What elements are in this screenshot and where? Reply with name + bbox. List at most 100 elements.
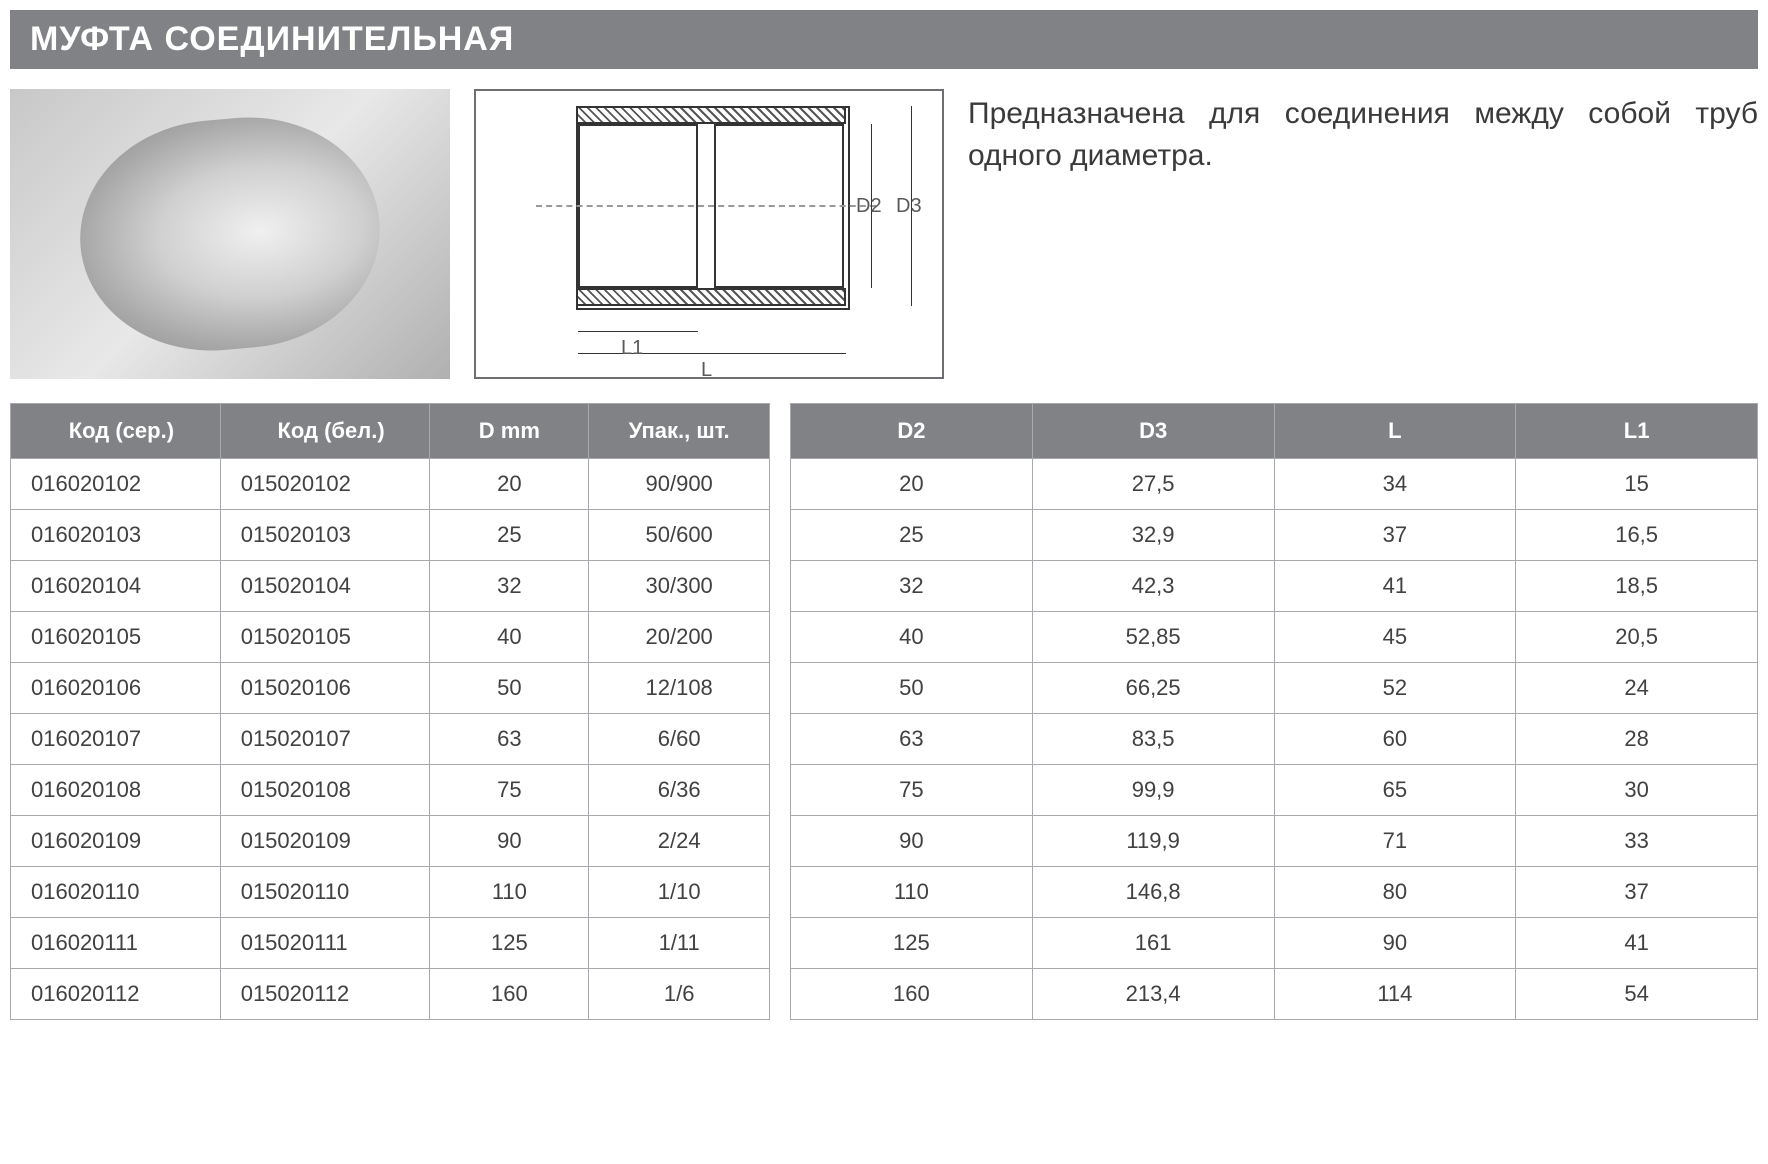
table-cell: 41 <box>1274 561 1516 612</box>
table-row: 1251619041 <box>791 918 1758 969</box>
table-row: 5066,255224 <box>791 663 1758 714</box>
table-header: Код (сер.) <box>11 404 221 459</box>
table-cell: 90 <box>791 816 1033 867</box>
table-row: 0160201100150201101101/10 <box>11 867 770 918</box>
table-header: L1 <box>1516 404 1758 459</box>
table-cell: 52 <box>1274 663 1516 714</box>
spec-table-right: D2D3LL1 2027,534152532,93716,53242,34118… <box>790 403 1758 1020</box>
table-cell: 20 <box>791 459 1033 510</box>
table-cell: 016020111 <box>11 918 221 969</box>
table-row: 2027,53415 <box>791 459 1758 510</box>
table-cell: 6/36 <box>589 765 770 816</box>
table-cell: 83,5 <box>1032 714 1274 765</box>
table-cell: 37 <box>1274 510 1516 561</box>
table-cell: 75 <box>430 765 589 816</box>
table-row: 016020108015020108756/36 <box>11 765 770 816</box>
table-cell: 99,9 <box>1032 765 1274 816</box>
table-cell: 42,3 <box>1032 561 1274 612</box>
table-row: 0160201050150201054020/200 <box>11 612 770 663</box>
table-cell: 12/108 <box>589 663 770 714</box>
table-cell: 45 <box>1274 612 1516 663</box>
table-row: 3242,34118,5 <box>791 561 1758 612</box>
table-cell: 016020106 <box>11 663 221 714</box>
table-cell: 125 <box>791 918 1033 969</box>
table-cell: 28 <box>1516 714 1758 765</box>
table-cell: 1/11 <box>589 918 770 969</box>
table-cell: 65 <box>1274 765 1516 816</box>
table-row: 0160201040150201043230/300 <box>11 561 770 612</box>
top-row: D2 D3 L1 L Предназначена для соединения … <box>10 89 1758 379</box>
table-cell: 015020110 <box>220 867 430 918</box>
table-cell: 146,8 <box>1032 867 1274 918</box>
tables-row: Код (сер.)Код (бел.)D mmУпак., шт. 01602… <box>10 403 1758 1020</box>
table-cell: 016020102 <box>11 459 221 510</box>
table-cell: 160 <box>791 969 1033 1020</box>
table-row: 6383,56028 <box>791 714 1758 765</box>
product-photo <box>10 89 450 379</box>
table-cell: 33 <box>1516 816 1758 867</box>
table-cell: 63 <box>791 714 1033 765</box>
table-cell: 34 <box>1274 459 1516 510</box>
table-cell: 160 <box>430 969 589 1020</box>
table-cell: 30/300 <box>589 561 770 612</box>
table-cell: 016020104 <box>11 561 221 612</box>
table-cell: 20 <box>430 459 589 510</box>
table-row: 0160201030150201032550/600 <box>11 510 770 561</box>
table-cell: 016020110 <box>11 867 221 918</box>
table-cell: 016020112 <box>11 969 221 1020</box>
table-cell: 25 <box>791 510 1033 561</box>
table-cell: 20,5 <box>1516 612 1758 663</box>
table-cell: 41 <box>1516 918 1758 969</box>
page-title: МУФТА СОЕДИНИТЕЛЬНАЯ <box>10 10 1758 69</box>
table-cell: 015020106 <box>220 663 430 714</box>
table-cell: 2/24 <box>589 816 770 867</box>
table-cell: 015020105 <box>220 612 430 663</box>
table-cell: 016020109 <box>11 816 221 867</box>
table-cell: 66,25 <box>1032 663 1274 714</box>
table-cell: 32,9 <box>1032 510 1274 561</box>
table-cell: 015020112 <box>220 969 430 1020</box>
table-row: 2532,93716,5 <box>791 510 1758 561</box>
table-header: Упак., шт. <box>589 404 770 459</box>
table-row: 0160201120150201121601/6 <box>11 969 770 1020</box>
table-cell: 015020102 <box>220 459 430 510</box>
table-cell: 63 <box>430 714 589 765</box>
table-cell: 016020108 <box>11 765 221 816</box>
table-row: 110146,88037 <box>791 867 1758 918</box>
table-row: 160213,411454 <box>791 969 1758 1020</box>
table-header: D2 <box>791 404 1033 459</box>
table-row: 4052,854520,5 <box>791 612 1758 663</box>
table-cell: 52,85 <box>1032 612 1274 663</box>
spec-table-left: Код (сер.)Код (бел.)D mmУпак., шт. 01602… <box>10 403 770 1020</box>
table-row: 0160201020150201022090/900 <box>11 459 770 510</box>
table-cell: 60 <box>1274 714 1516 765</box>
table-cell: 37 <box>1516 867 1758 918</box>
table-cell: 16,5 <box>1516 510 1758 561</box>
table-cell: 90/900 <box>589 459 770 510</box>
table-cell: 119,9 <box>1032 816 1274 867</box>
dim-label-l1: L1 <box>621 337 643 360</box>
table-cell: 75 <box>791 765 1033 816</box>
table-cell: 30 <box>1516 765 1758 816</box>
table-cell: 015020109 <box>220 816 430 867</box>
table-cell: 1/6 <box>589 969 770 1020</box>
table-cell: 50 <box>791 663 1033 714</box>
table-cell: 40 <box>430 612 589 663</box>
table-cell: 110 <box>430 867 589 918</box>
table-cell: 54 <box>1516 969 1758 1020</box>
table-cell: 110 <box>791 867 1033 918</box>
table-cell: 40 <box>791 612 1033 663</box>
table-cell: 20/200 <box>589 612 770 663</box>
table-cell: 80 <box>1274 867 1516 918</box>
table-cell: 125 <box>430 918 589 969</box>
table-cell: 32 <box>791 561 1033 612</box>
table-row: 0160201110150201111251/11 <box>11 918 770 969</box>
technical-drawing: D2 D3 L1 L <box>474 89 944 379</box>
table-cell: 90 <box>430 816 589 867</box>
table-cell: 1/10 <box>589 867 770 918</box>
table-header: D3 <box>1032 404 1274 459</box>
table-row: 016020107015020107636/60 <box>11 714 770 765</box>
product-description: Предназначена для соединения между собой… <box>968 89 1758 177</box>
table-cell: 161 <box>1032 918 1274 969</box>
table-cell: 24 <box>1516 663 1758 714</box>
